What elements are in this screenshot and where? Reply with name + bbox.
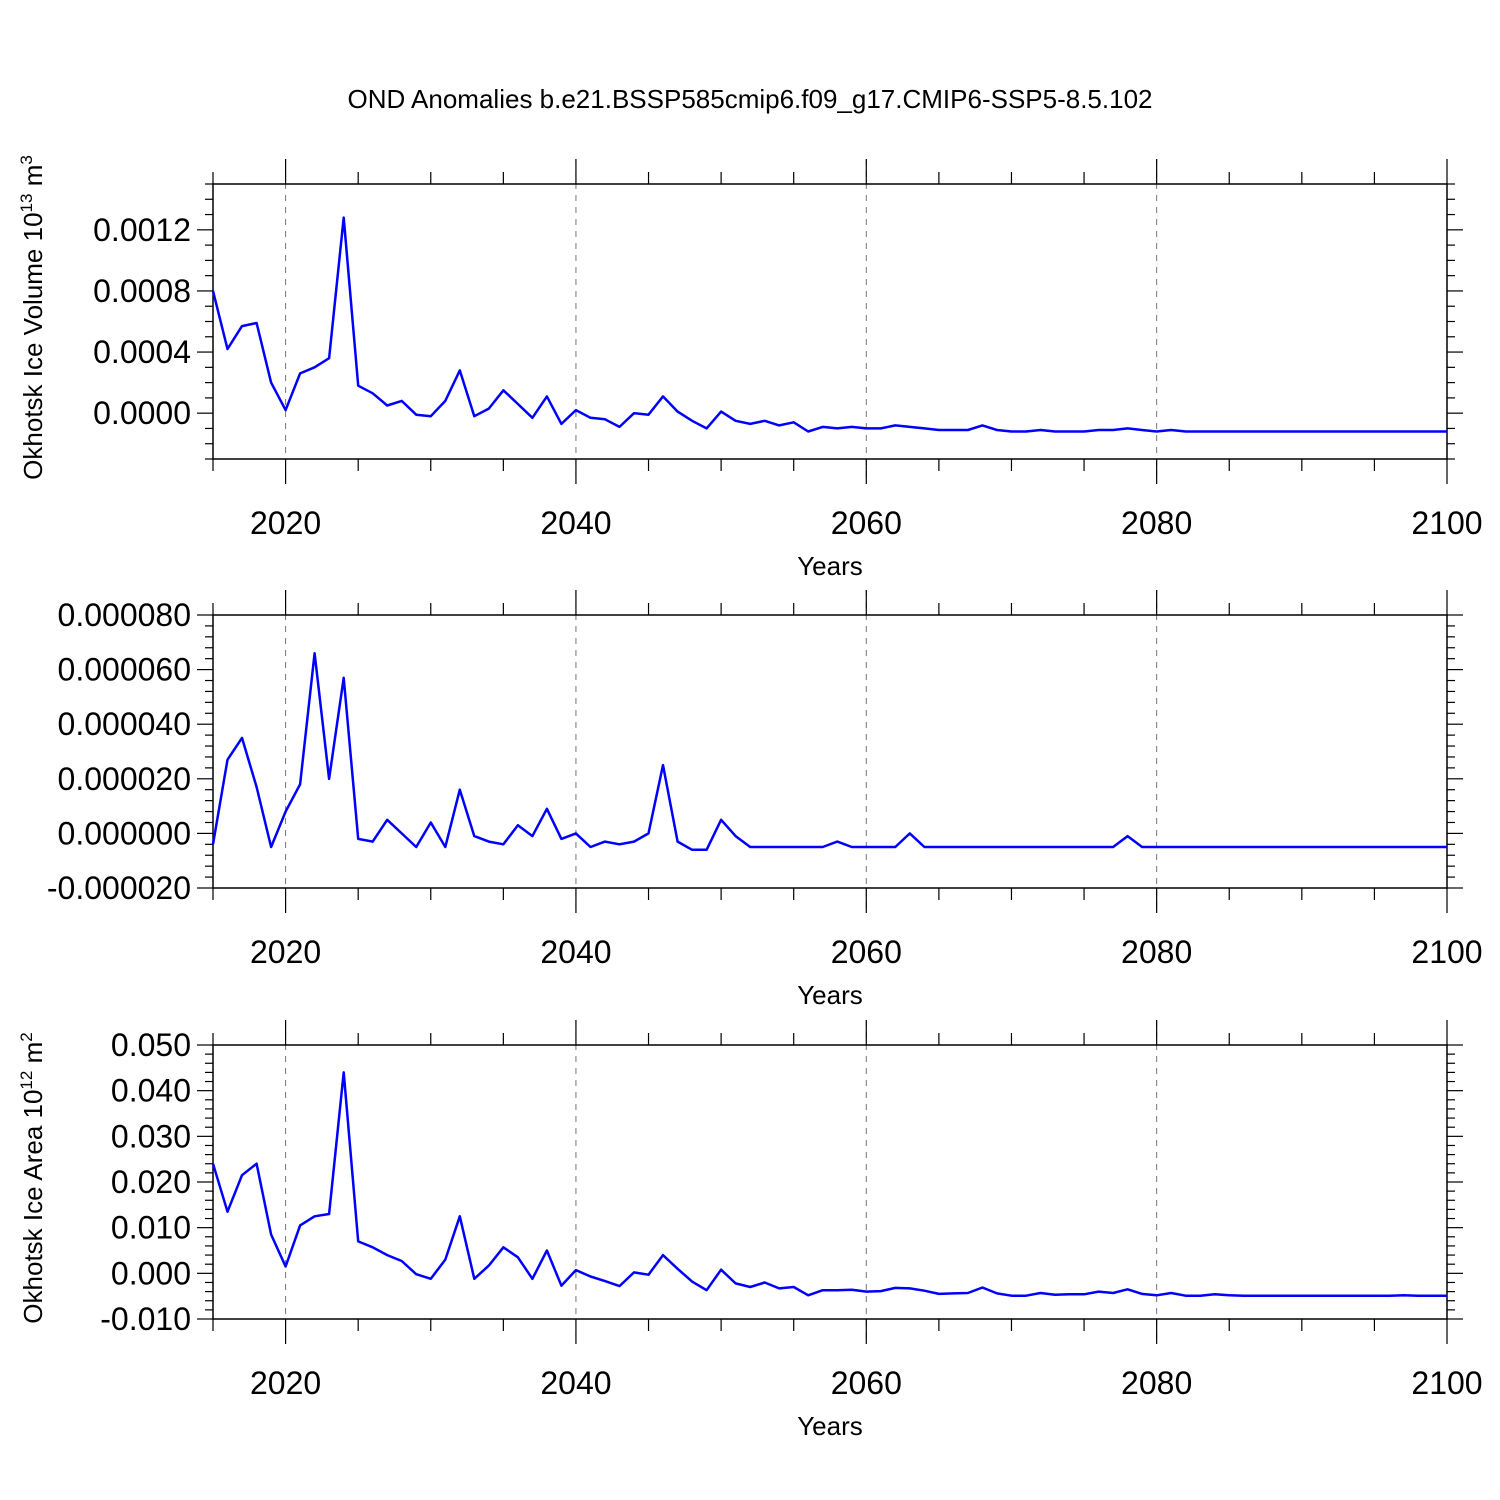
y-tick-label: 0.0000 (93, 395, 191, 431)
x-tick-label: 2100 (1411, 505, 1482, 541)
y-tick-label: 0.020 (111, 1164, 191, 1200)
x-axis-label: Years (797, 551, 863, 581)
panels: 0.0000 0.0004 0.0008 0.0012 2020 2040 2060 2080… (17, 155, 1483, 1441)
x-tick-label: 2100 (1411, 934, 1482, 970)
x-axis-label: Years (797, 1411, 863, 1441)
x-tick-label: 2080 (1121, 934, 1192, 970)
x-tick-label: 2040 (540, 505, 611, 541)
series-line (211, 1071, 1447, 1297)
panel-3: -0.010 0.000 0.010 0.020 0.030 0.040 0.050 2020… (17, 1020, 1483, 1441)
y-tick-label: 0.050 (111, 1027, 191, 1063)
panel-1: 0.0000 0.0004 0.0008 0.0012 2020 2040 2060 2080… (17, 155, 1483, 581)
x-tick-label: 2060 (831, 934, 902, 970)
y-tick-label: 0.000 (111, 1255, 191, 1291)
x-tick-label: 2020 (250, 505, 321, 541)
y-tick-label: 0.000000 (58, 815, 191, 851)
y-tick-label: 0.040 (111, 1073, 191, 1109)
series-line (211, 216, 1447, 433)
plot-frame (212, 183, 1448, 460)
y-tick-label: 0.0008 (93, 273, 191, 309)
y-tick-label: 0.030 (111, 1118, 191, 1154)
x-tick-label: 2040 (540, 934, 611, 970)
y-axis-label: Okhotsk Ice Volume 1013 m3 (17, 155, 48, 480)
y-tick-label: -0.000020 (47, 870, 191, 906)
panel-2: -0.000020 0.000000 0.000020 0.000040 0.00006… (47, 590, 1483, 1010)
y-tick-label: -0.010 (100, 1301, 191, 1337)
y-tick-label: 0.000080 (58, 597, 191, 633)
y-tick-label: 0.000040 (58, 706, 191, 742)
x-tick-label: 2060 (831, 505, 902, 541)
x-tick-label: 2080 (1121, 505, 1192, 541)
series-line (211, 651, 1447, 852)
x-tick-label: 2020 (250, 1365, 321, 1401)
x-tick-label: 2060 (831, 1365, 902, 1401)
y-tick-label: 0.000060 (58, 652, 191, 688)
x-tick-label: 2080 (1121, 1365, 1192, 1401)
plot-frame (212, 614, 1448, 889)
figure-title: OND Anomalies b.e21.BSSP585cmip6.f09_g17… (347, 84, 1152, 114)
y-axis-label: Okhotsk Ice Area 1012 m2 (17, 1032, 48, 1323)
y-tick-label: 0.000020 (58, 761, 191, 797)
plot-frame (212, 1044, 1448, 1320)
x-axis-label: Years (797, 980, 863, 1010)
x-tick-label: 2100 (1411, 1365, 1482, 1401)
y-tick-label: 0.010 (111, 1210, 191, 1246)
x-tick-label: 2040 (540, 1365, 611, 1401)
y-tick-label: 0.0012 (93, 212, 191, 248)
y-tick-label: 0.0004 (93, 334, 191, 370)
x-tick-label: 2020 (250, 934, 321, 970)
